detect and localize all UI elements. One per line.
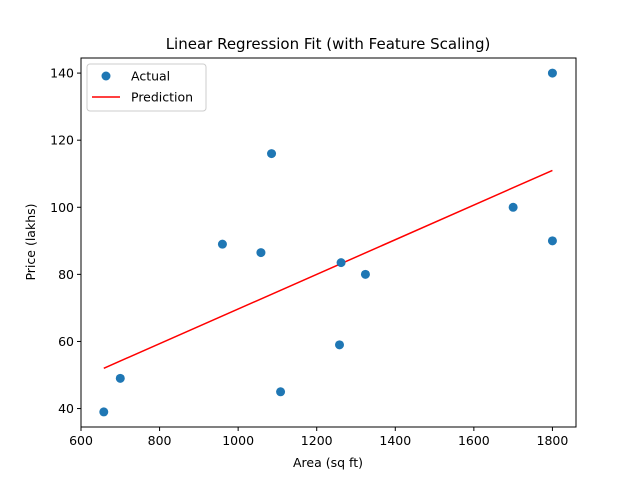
y-tick-label: 100 — [50, 200, 74, 215]
data-point — [335, 340, 344, 350]
data-point — [115, 373, 125, 383]
y-axis-label: Price (lakhs) — [23, 203, 38, 280]
x-axis-ticks: 600 800 1000 1200 1400 1600 1800 — [69, 427, 568, 448]
chart-title: Linear Regression Fit (with Feature Scal… — [166, 35, 491, 53]
x-tick-label: 1200 — [301, 433, 333, 448]
axes-frame — [80, 57, 577, 428]
legend-marker-actual — [101, 71, 111, 81]
data-point — [217, 239, 227, 249]
y-axis-ticks: 40 60 80 100 120 140 — [50, 66, 81, 416]
data-point — [256, 248, 266, 258]
data-point — [360, 269, 370, 279]
x-tick-label: 600 — [69, 433, 93, 448]
legend: Actual Prediction — [86, 63, 207, 112]
data-point — [276, 387, 286, 397]
series-layer — [99, 68, 557, 417]
legend-label-actual: Actual — [131, 69, 170, 84]
y-tick-label: 120 — [50, 133, 74, 148]
y-tick-label: 60 — [58, 334, 74, 349]
x-tick-label: 1400 — [379, 433, 411, 448]
data-point — [267, 149, 277, 159]
data-point — [508, 202, 518, 212]
data-point — [99, 407, 109, 417]
y-tick-label: 140 — [50, 66, 74, 81]
prediction-line — [103, 169, 553, 369]
x-tick-label: 1600 — [458, 433, 490, 448]
data-point — [547, 236, 557, 246]
legend-box — [86, 63, 207, 112]
x-tick-label: 1000 — [222, 433, 254, 448]
x-axis-label: Area (sq ft) — [293, 455, 363, 470]
y-tick-label: 80 — [58, 267, 74, 282]
data-point — [336, 258, 346, 268]
x-tick-label: 800 — [148, 433, 172, 448]
plot-area: 600 800 1000 1200 1400 1600 1800 40 60 80 100 120 1… — [50, 57, 577, 448]
y-tick-label: 40 — [58, 401, 74, 416]
x-tick-label: 1800 — [537, 433, 569, 448]
data-point — [547, 68, 557, 78]
legend-label-prediction: Prediction — [131, 90, 193, 105]
